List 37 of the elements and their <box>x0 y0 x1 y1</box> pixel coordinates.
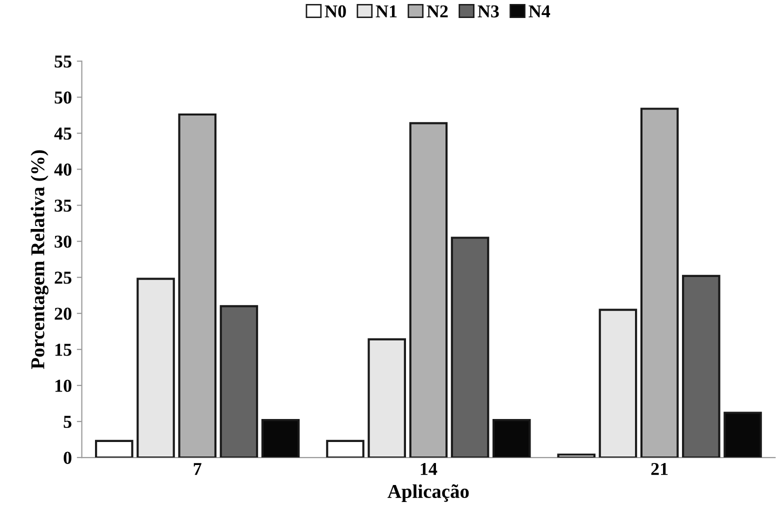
y-tick-label: 50 <box>54 91 72 104</box>
y-tick-label: 10 <box>55 380 72 392</box>
bar <box>220 305 258 458</box>
bar <box>724 412 762 458</box>
y-tick-label: 5 <box>64 416 72 428</box>
bar <box>326 440 364 458</box>
y-axis-title: Porcentagem Relativa (%) <box>30 150 48 369</box>
bar <box>409 122 448 458</box>
y-tick-label: 25 <box>54 272 72 284</box>
bar <box>492 419 531 458</box>
bar <box>95 440 134 458</box>
x-tick-label: 7 <box>194 463 202 475</box>
legend-label: N4 <box>528 5 550 18</box>
y-tick-label: 45 <box>54 128 72 140</box>
bar <box>557 454 596 458</box>
y-tick-label: 55 <box>54 56 72 68</box>
bar <box>368 338 406 458</box>
y-tick-label: 35 <box>54 200 72 212</box>
y-tick-label: 20 <box>54 308 72 320</box>
bar <box>178 113 216 458</box>
y-tick-label: 40 <box>54 164 72 176</box>
legend-label: N1 <box>376 5 397 18</box>
legend-label: N3 <box>478 5 499 18</box>
bar <box>450 236 490 458</box>
x-tick-label: 21 <box>651 462 668 475</box>
x-tick-label: 14 <box>420 462 438 475</box>
y-tick-label: 0 <box>64 452 72 464</box>
x-axis-title: Aplicação <box>388 484 469 502</box>
bar <box>682 274 720 458</box>
y-tick-label: 30 <box>54 236 72 248</box>
bar <box>136 278 175 458</box>
bar <box>261 419 300 458</box>
y-tick-label: 15 <box>55 344 72 356</box>
bar <box>598 308 638 458</box>
legend-label: N0 <box>324 5 346 18</box>
legend-label: N2 <box>426 5 448 18</box>
bar <box>640 108 679 458</box>
